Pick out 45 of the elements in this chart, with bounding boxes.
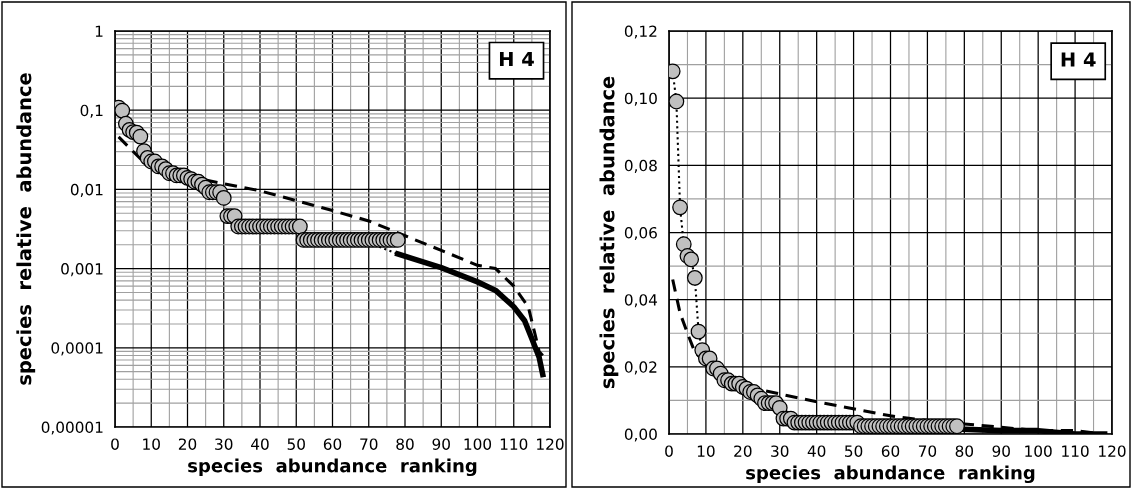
- y-tick-label: 0,001: [61, 263, 103, 277]
- y-tick-label: 1: [95, 25, 103, 37]
- x-tick-label: 40: [807, 445, 826, 457]
- x-tick-label: 90: [432, 438, 450, 450]
- x-tick-label: 80: [396, 438, 414, 450]
- y-tick-label: 0,06: [624, 226, 657, 241]
- y-tick-label: 0,04: [624, 294, 658, 308]
- x-tick-label: 70: [918, 445, 937, 457]
- annotation: H 4: [499, 51, 534, 67]
- x-tick-label: 20: [178, 438, 197, 450]
- x-axis-title: species abundance ranking: [746, 465, 1035, 484]
- x-tick-label: 70: [360, 438, 378, 450]
- x-tick-label: 20: [734, 445, 752, 457]
- x-tick-label: 110: [1062, 445, 1089, 457]
- x-tick-label: 90: [992, 445, 1010, 457]
- x-tick-label: 0: [665, 445, 673, 457]
- x-tick-label: 80: [955, 445, 974, 457]
- y-tick-label: 0,10: [624, 92, 657, 106]
- y-tick-label: 0,12: [624, 25, 657, 39]
- x-tick-label: 10: [143, 438, 160, 450]
- y-axis-title: species relative abundance: [599, 76, 619, 389]
- y-tick-label: 0,0001: [51, 342, 103, 356]
- x-tick-label: 30: [215, 438, 233, 450]
- annotation: H 4: [1061, 52, 1096, 67]
- x-tick-label: 0: [111, 438, 119, 450]
- x-tick-label: 30: [771, 445, 789, 457]
- y-tick-label: 0,1: [80, 104, 103, 118]
- x-tick-label: 60: [881, 445, 900, 457]
- x-tick-label: 120: [1099, 445, 1126, 457]
- x-tick-label: 110: [500, 438, 528, 450]
- x-tick-label: 100: [1025, 445, 1052, 457]
- x-tick-label: 60: [323, 438, 342, 450]
- x-tick-label: 120: [537, 438, 564, 450]
- y-tick-label: 0,01: [70, 183, 103, 197]
- x-tick-label: 50: [287, 438, 305, 450]
- x-axis-title: species abundance ranking: [188, 458, 477, 477]
- x-tick-label: 100: [464, 438, 492, 450]
- y-tick-label: 0,00: [624, 428, 657, 442]
- y-tick-label: 0,00001: [41, 421, 103, 435]
- x-tick-label: 50: [845, 445, 863, 457]
- x-tick-label: 40: [251, 438, 269, 450]
- y-axis-title: species relative abundance: [16, 73, 36, 385]
- y-tick-label: 0,08: [624, 159, 657, 173]
- y-tick-label: 0,02: [624, 361, 657, 375]
- x-tick-label: 10: [697, 445, 715, 457]
